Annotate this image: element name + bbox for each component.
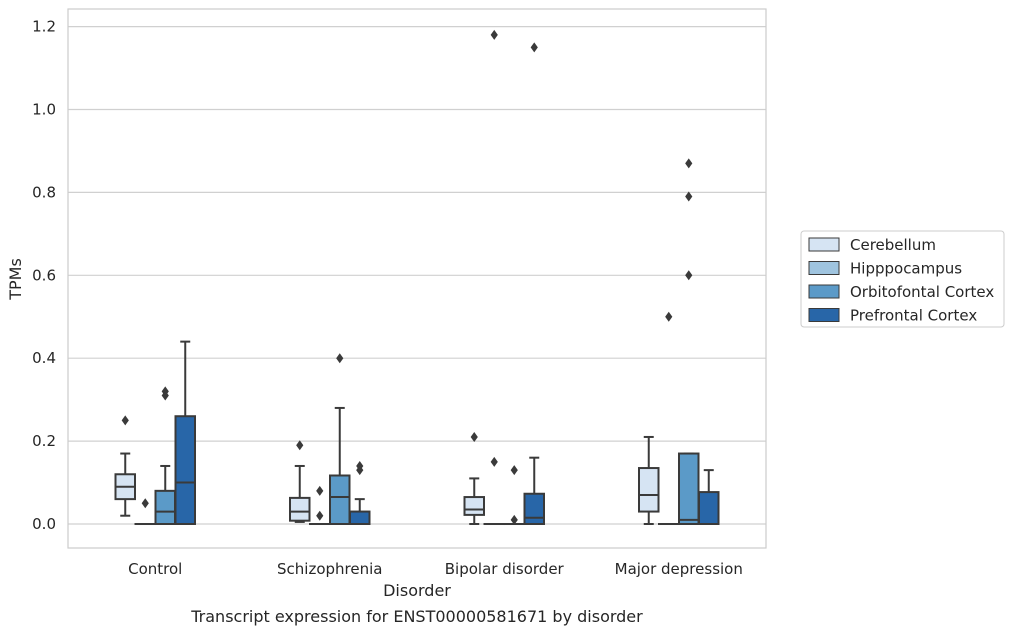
- outlier-point: [530, 42, 538, 53]
- y-tick-label: 0.6: [32, 266, 56, 284]
- y-tick-label: 1.0: [32, 101, 56, 119]
- box-group: [309, 485, 331, 526]
- box-group: [483, 29, 505, 526]
- legend-label: Cerebellum: [850, 236, 936, 254]
- y-tick-label: 0.4: [32, 349, 56, 367]
- box: [698, 491, 720, 525]
- outlier-point: [121, 415, 129, 426]
- outlier-point: [296, 440, 304, 451]
- x-tick-label: Control: [128, 560, 182, 578]
- box: [289, 496, 311, 522]
- outlier-point: [685, 270, 693, 281]
- legend-label: Orbitofontal Cortex: [850, 283, 994, 301]
- legend-swatch: [808, 237, 840, 252]
- y-tick-label: 0.8: [32, 183, 56, 201]
- outlier-point: [356, 460, 364, 471]
- box-group: [503, 465, 525, 526]
- outlier-point: [490, 456, 498, 467]
- box-group: [678, 158, 700, 525]
- legend-frame: [800, 230, 1005, 328]
- box: [523, 492, 545, 525]
- y-tick-label: 1.2: [32, 18, 56, 36]
- legend-swatch: [808, 284, 840, 299]
- box-group: [658, 311, 680, 526]
- legend: Cerebellum Hipppocampus Orbitofontal Corte…: [800, 230, 1005, 328]
- box: [349, 510, 371, 526]
- outlier-point: [665, 311, 673, 322]
- outlier-point: [490, 29, 498, 40]
- x-tick-labels: Control Schizophrenia Bipolar disorder Majo…: [128, 560, 743, 578]
- y-tick-label: 0.2: [32, 432, 56, 450]
- boxes: [114, 29, 720, 526]
- legend-label: Prefrontal Cortex: [850, 307, 977, 325]
- gridlines: [68, 26, 766, 525]
- box-group: [463, 431, 485, 525]
- legend-label: Hipppocampus: [850, 260, 962, 278]
- box-group: [349, 460, 371, 526]
- box-group: [329, 353, 351, 526]
- outlier-point: [510, 514, 518, 525]
- box-group: [523, 42, 545, 525]
- box-group: [134, 498, 156, 526]
- box: [329, 474, 351, 526]
- y-tick-labels: 0.0 0.2 0.4 0.6 0.8 1.0 1.2: [32, 18, 56, 533]
- x-tick-label: Major depression: [615, 560, 743, 578]
- x-axis-title: Disorder: [383, 581, 451, 600]
- box-group: [289, 440, 311, 523]
- box: [463, 496, 485, 516]
- outlier-point: [161, 386, 169, 397]
- box: [638, 467, 660, 513]
- outlier-point: [470, 431, 478, 442]
- outlier-point: [141, 498, 149, 509]
- box: [174, 415, 196, 526]
- outlier-point: [336, 353, 344, 364]
- outlier-point: [316, 485, 324, 496]
- y-tick-label: 0.0: [32, 515, 56, 533]
- box-group: [154, 386, 176, 525]
- box-group: [114, 415, 136, 517]
- box-group: [698, 469, 720, 525]
- outlier-point: [685, 191, 693, 202]
- box-group: [638, 435, 660, 525]
- x-tick-label: Bipolar disorder: [445, 560, 565, 578]
- y-axis-title: TPMs: [6, 258, 25, 301]
- chart-caption: Transcript expression for ENST0000058167…: [190, 607, 643, 626]
- outlier-point: [685, 158, 693, 169]
- x-tick-label: Schizophrenia: [277, 560, 382, 578]
- box-group: [174, 340, 196, 526]
- outlier-point: [316, 510, 324, 521]
- legend-swatch: [808, 261, 840, 275]
- legend-swatch: [808, 308, 840, 322]
- plot-area-frame: [67, 8, 767, 549]
- outlier-point: [510, 465, 518, 476]
- box: [154, 489, 176, 525]
- box: [678, 452, 700, 525]
